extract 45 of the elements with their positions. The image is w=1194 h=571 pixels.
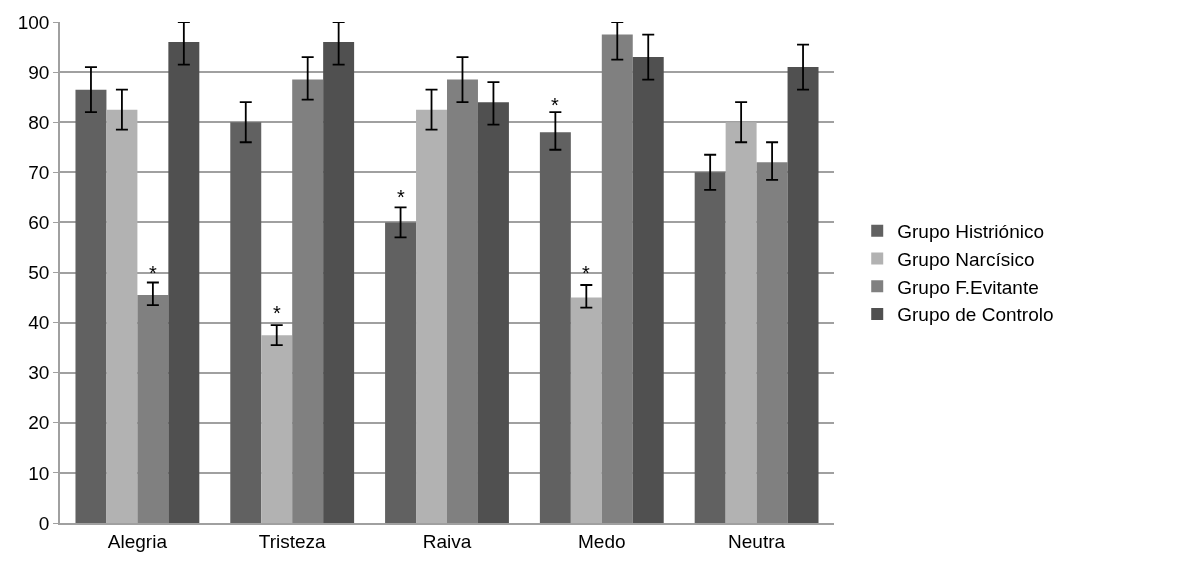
legend-label: Grupo Narcísico bbox=[897, 248, 1035, 270]
y-tick-label: 10 bbox=[28, 462, 50, 484]
y-tick-label: 20 bbox=[28, 412, 50, 434]
bar bbox=[632, 57, 664, 523]
bar bbox=[230, 122, 262, 523]
bar bbox=[787, 67, 819, 523]
annotation: * bbox=[273, 302, 281, 324]
bar bbox=[292, 79, 324, 523]
bar bbox=[75, 89, 107, 523]
y-tick-label: 40 bbox=[28, 312, 50, 334]
bar bbox=[477, 102, 509, 523]
bar bbox=[601, 34, 633, 523]
bar bbox=[570, 297, 602, 523]
x-tick-label: Medo bbox=[578, 530, 626, 552]
y-tick-label: 50 bbox=[28, 262, 50, 284]
y-tick-label: 90 bbox=[28, 61, 50, 83]
bar bbox=[168, 42, 200, 523]
bar bbox=[106, 109, 138, 523]
y-tick-label: 30 bbox=[28, 362, 50, 384]
legend-label: Grupo F.Evitante bbox=[897, 276, 1039, 298]
bar bbox=[725, 122, 757, 523]
y-tick-label: 80 bbox=[28, 111, 50, 133]
legend-label: Grupo Histriónico bbox=[897, 221, 1044, 243]
bar bbox=[416, 109, 447, 523]
annotation: * bbox=[149, 262, 157, 284]
annotation: * bbox=[397, 186, 405, 208]
y-tick-label: 60 bbox=[28, 212, 50, 234]
y-tick-label: 70 bbox=[28, 161, 50, 183]
annotation: * bbox=[582, 262, 590, 284]
bar bbox=[261, 335, 293, 523]
x-tick-label: Tristeza bbox=[258, 530, 327, 552]
x-tick-label: Alegria bbox=[107, 530, 168, 552]
x-tick-label: Neutra bbox=[728, 530, 786, 552]
bar bbox=[447, 79, 478, 523]
bar bbox=[694, 172, 726, 523]
bar bbox=[323, 42, 355, 523]
annotation: * bbox=[551, 94, 559, 116]
y-tick-label: 100 bbox=[17, 11, 50, 33]
x-tick-label: Raiva bbox=[422, 530, 472, 552]
bar bbox=[385, 222, 417, 523]
bar bbox=[137, 295, 169, 523]
legend-label: Grupo de Controlo bbox=[897, 304, 1054, 326]
y-tick-label: 0 bbox=[38, 512, 50, 534]
bar bbox=[539, 132, 571, 523]
bar bbox=[756, 162, 788, 523]
